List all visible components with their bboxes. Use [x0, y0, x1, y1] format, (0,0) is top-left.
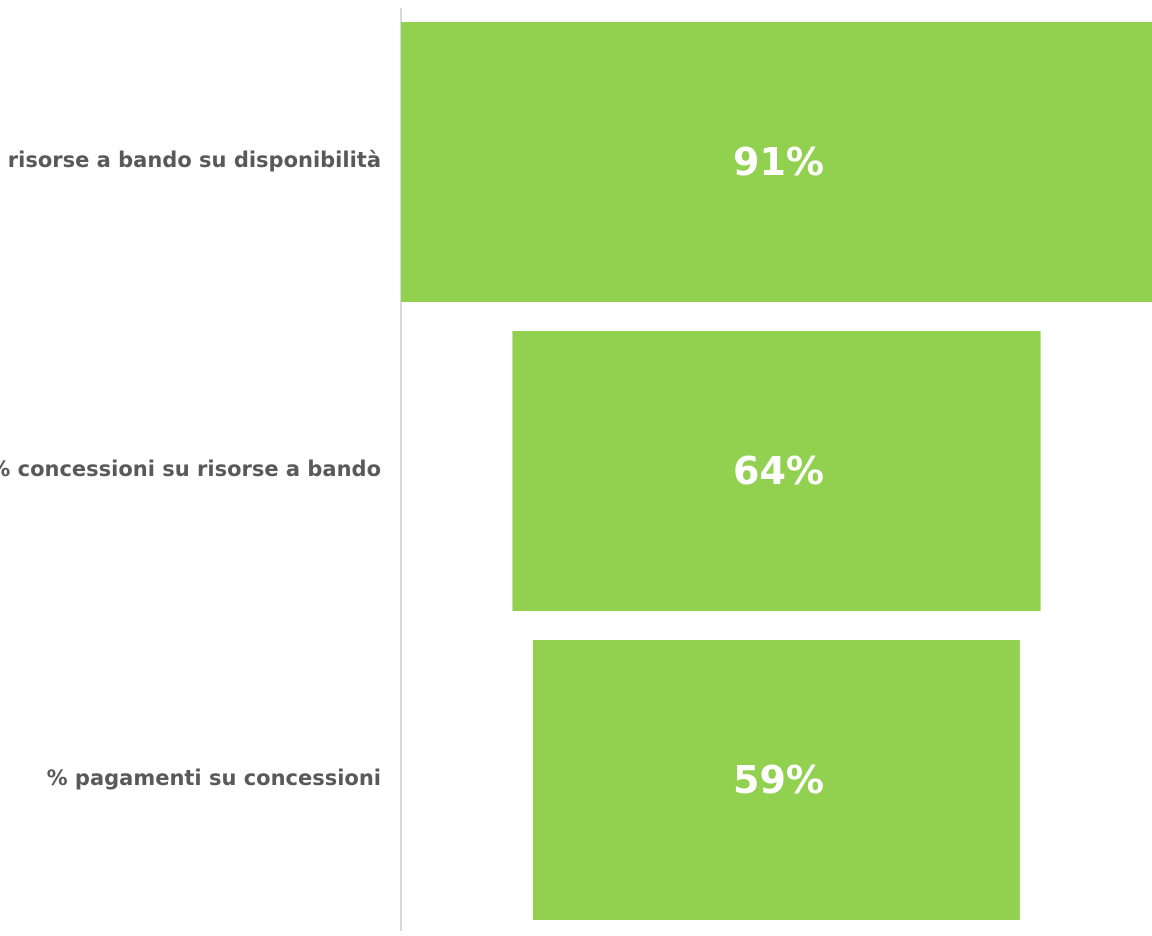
- bar-3: [533, 640, 1020, 920]
- bar-value-label-1: 91%: [733, 140, 824, 184]
- bars-group: 91% % risorse a bando su disponibilità 64%…: [0, 22, 1152, 920]
- bar-value-label-3: 59%: [733, 758, 824, 802]
- bar-1: [401, 22, 1152, 302]
- category-label-2: % concessioni su risorse a bando: [0, 457, 381, 481]
- category-label-3: % pagamenti su concessioni: [47, 766, 381, 790]
- bar-2: [512, 331, 1041, 611]
- category-label-1: % risorse a bando su disponibilità: [0, 148, 381, 172]
- bar-value-label-2: 64%: [733, 449, 824, 493]
